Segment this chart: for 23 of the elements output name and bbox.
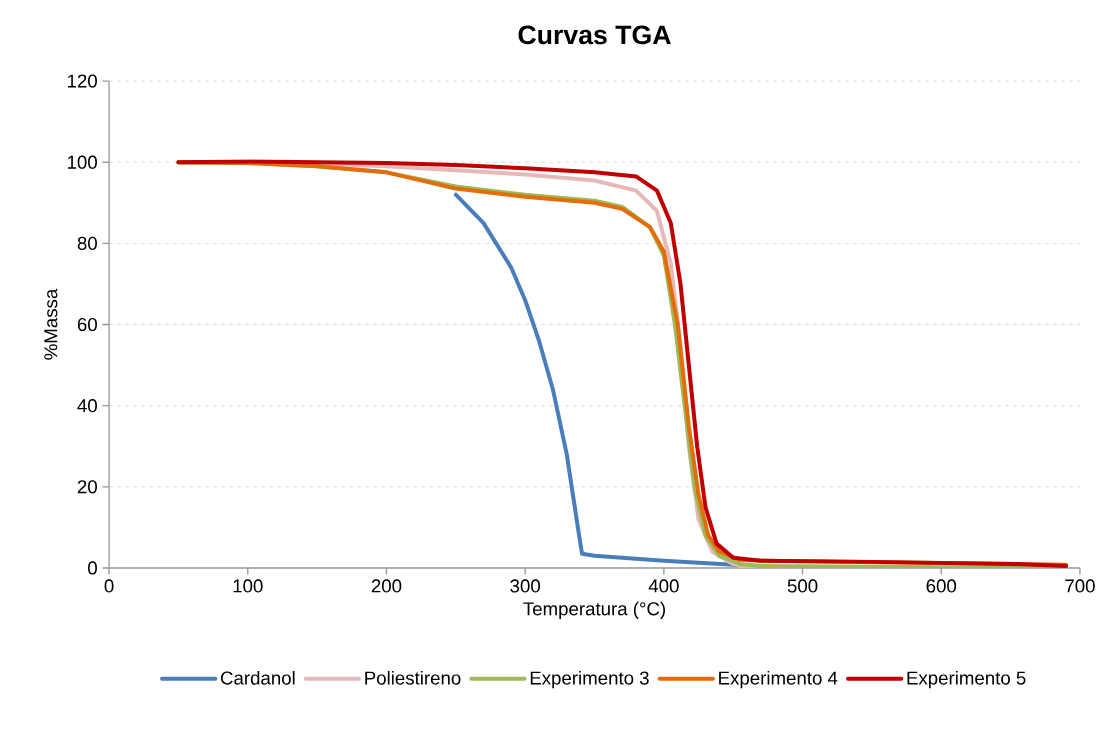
legend-label: Experimento 3 [530,670,649,689]
x-tick-label: 100 [233,579,263,593]
legend-label: Cardanol [220,670,295,685]
x-tick-label: 400 [648,579,679,593]
x-tick-label: 500 [787,579,818,593]
legend-label: Poliestireno [365,670,461,685]
y-tick-label: 60 [77,317,97,332]
y-tick-label: 0 [88,561,97,575]
x-axis-title: Temperatura (°C) [523,601,665,620]
y-axis-title: %Massa [44,288,58,360]
x-tick-label: 200 [371,579,402,593]
y-tick-label: 120 [67,74,97,88]
x-tick-label: 0 [104,579,114,593]
chart-title: Curvas TGA [518,25,671,45]
x-tick-label: 700 [1065,579,1095,593]
legend-label: Experimento 5 [907,670,1026,689]
y-tick-label: 100 [67,155,97,169]
y-tick-label: 40 [77,399,97,413]
y-tick-label: 20 [77,480,97,494]
y-tick-label: 80 [77,236,97,250]
x-tick-label: 300 [510,579,540,593]
x-tick-label: 600 [926,579,957,593]
legend-label: Experimento 4 [719,670,838,689]
